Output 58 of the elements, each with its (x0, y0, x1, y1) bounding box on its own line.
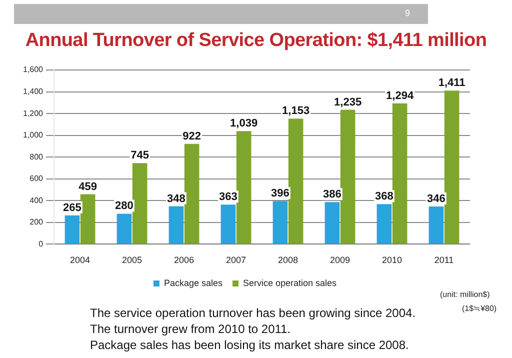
data-label: 1,153 (282, 105, 310, 118)
bar (288, 118, 304, 244)
text: (unit: million$) (440, 290, 490, 299)
bar (80, 194, 96, 244)
data-label: 386 (323, 188, 342, 201)
chart-title: Annual Turnover of Service Operation: $1,411 million (24, 30, 488, 52)
bar (272, 201, 288, 244)
data-label: 1,294 (386, 90, 414, 102)
y-tick-label: 400 (30, 196, 44, 205)
bar (392, 103, 408, 244)
bar (184, 144, 200, 244)
text: Package sales has been losing its market share since 2008. (90, 337, 410, 353)
bar (376, 204, 392, 244)
x-tick-label: 2006 (174, 255, 194, 266)
data-label: 368 (375, 190, 394, 203)
data-label: 348 (167, 192, 186, 205)
x-tick-label: 2010 (382, 255, 402, 266)
x-tick-label: 2004 (70, 255, 90, 266)
bar (220, 204, 236, 244)
y-tick-label: 0 (38, 239, 44, 248)
x-tick-label: 2009 (330, 255, 350, 266)
bar (132, 163, 148, 244)
bar (324, 202, 340, 244)
bar (340, 110, 356, 244)
data-label: 363 (219, 191, 238, 204)
data-label: 1,039 (230, 118, 258, 130)
bar (428, 206, 444, 244)
y-tick-label: 1,400 (22, 86, 44, 96)
data-label: 1,411 (438, 77, 466, 90)
data-label: 280 (115, 200, 134, 212)
bar (116, 214, 132, 244)
legend-label: Package sales (164, 278, 223, 288)
data-label: 922 (182, 130, 201, 142)
text: (1$≒¥80) (462, 304, 497, 313)
text: The turnover grew from 2010 to 2011. (90, 321, 292, 337)
text: The service operation turnover has been growing since 2004. (90, 305, 416, 321)
bar (236, 131, 252, 244)
data-label: 396 (271, 188, 290, 200)
data-label: 459 (78, 180, 97, 193)
y-tick-label: 600 (30, 174, 44, 184)
data-label: 1,235 (334, 96, 362, 108)
y-tick-label: 1,200 (22, 108, 44, 118)
y-tick-label: 1,000 (22, 130, 44, 140)
y-tick-label: 800 (30, 152, 44, 162)
legend-label: Service operation sales (242, 278, 338, 288)
data-label: 265 (63, 202, 82, 214)
data-label: 745 (130, 150, 149, 162)
y-tick-label: 1,600 (22, 65, 44, 74)
x-tick-label: 2008 (278, 255, 298, 266)
y-tick-label: 200 (30, 218, 44, 227)
data-label: 346 (427, 193, 446, 206)
x-tick-label: 2011 (434, 255, 454, 266)
x-tick-label: 2005 (122, 255, 142, 266)
bar (64, 215, 80, 244)
bar (444, 90, 460, 244)
text: 9 (405, 8, 410, 18)
x-tick-label: 2007 (226, 255, 246, 266)
bar (168, 206, 184, 244)
